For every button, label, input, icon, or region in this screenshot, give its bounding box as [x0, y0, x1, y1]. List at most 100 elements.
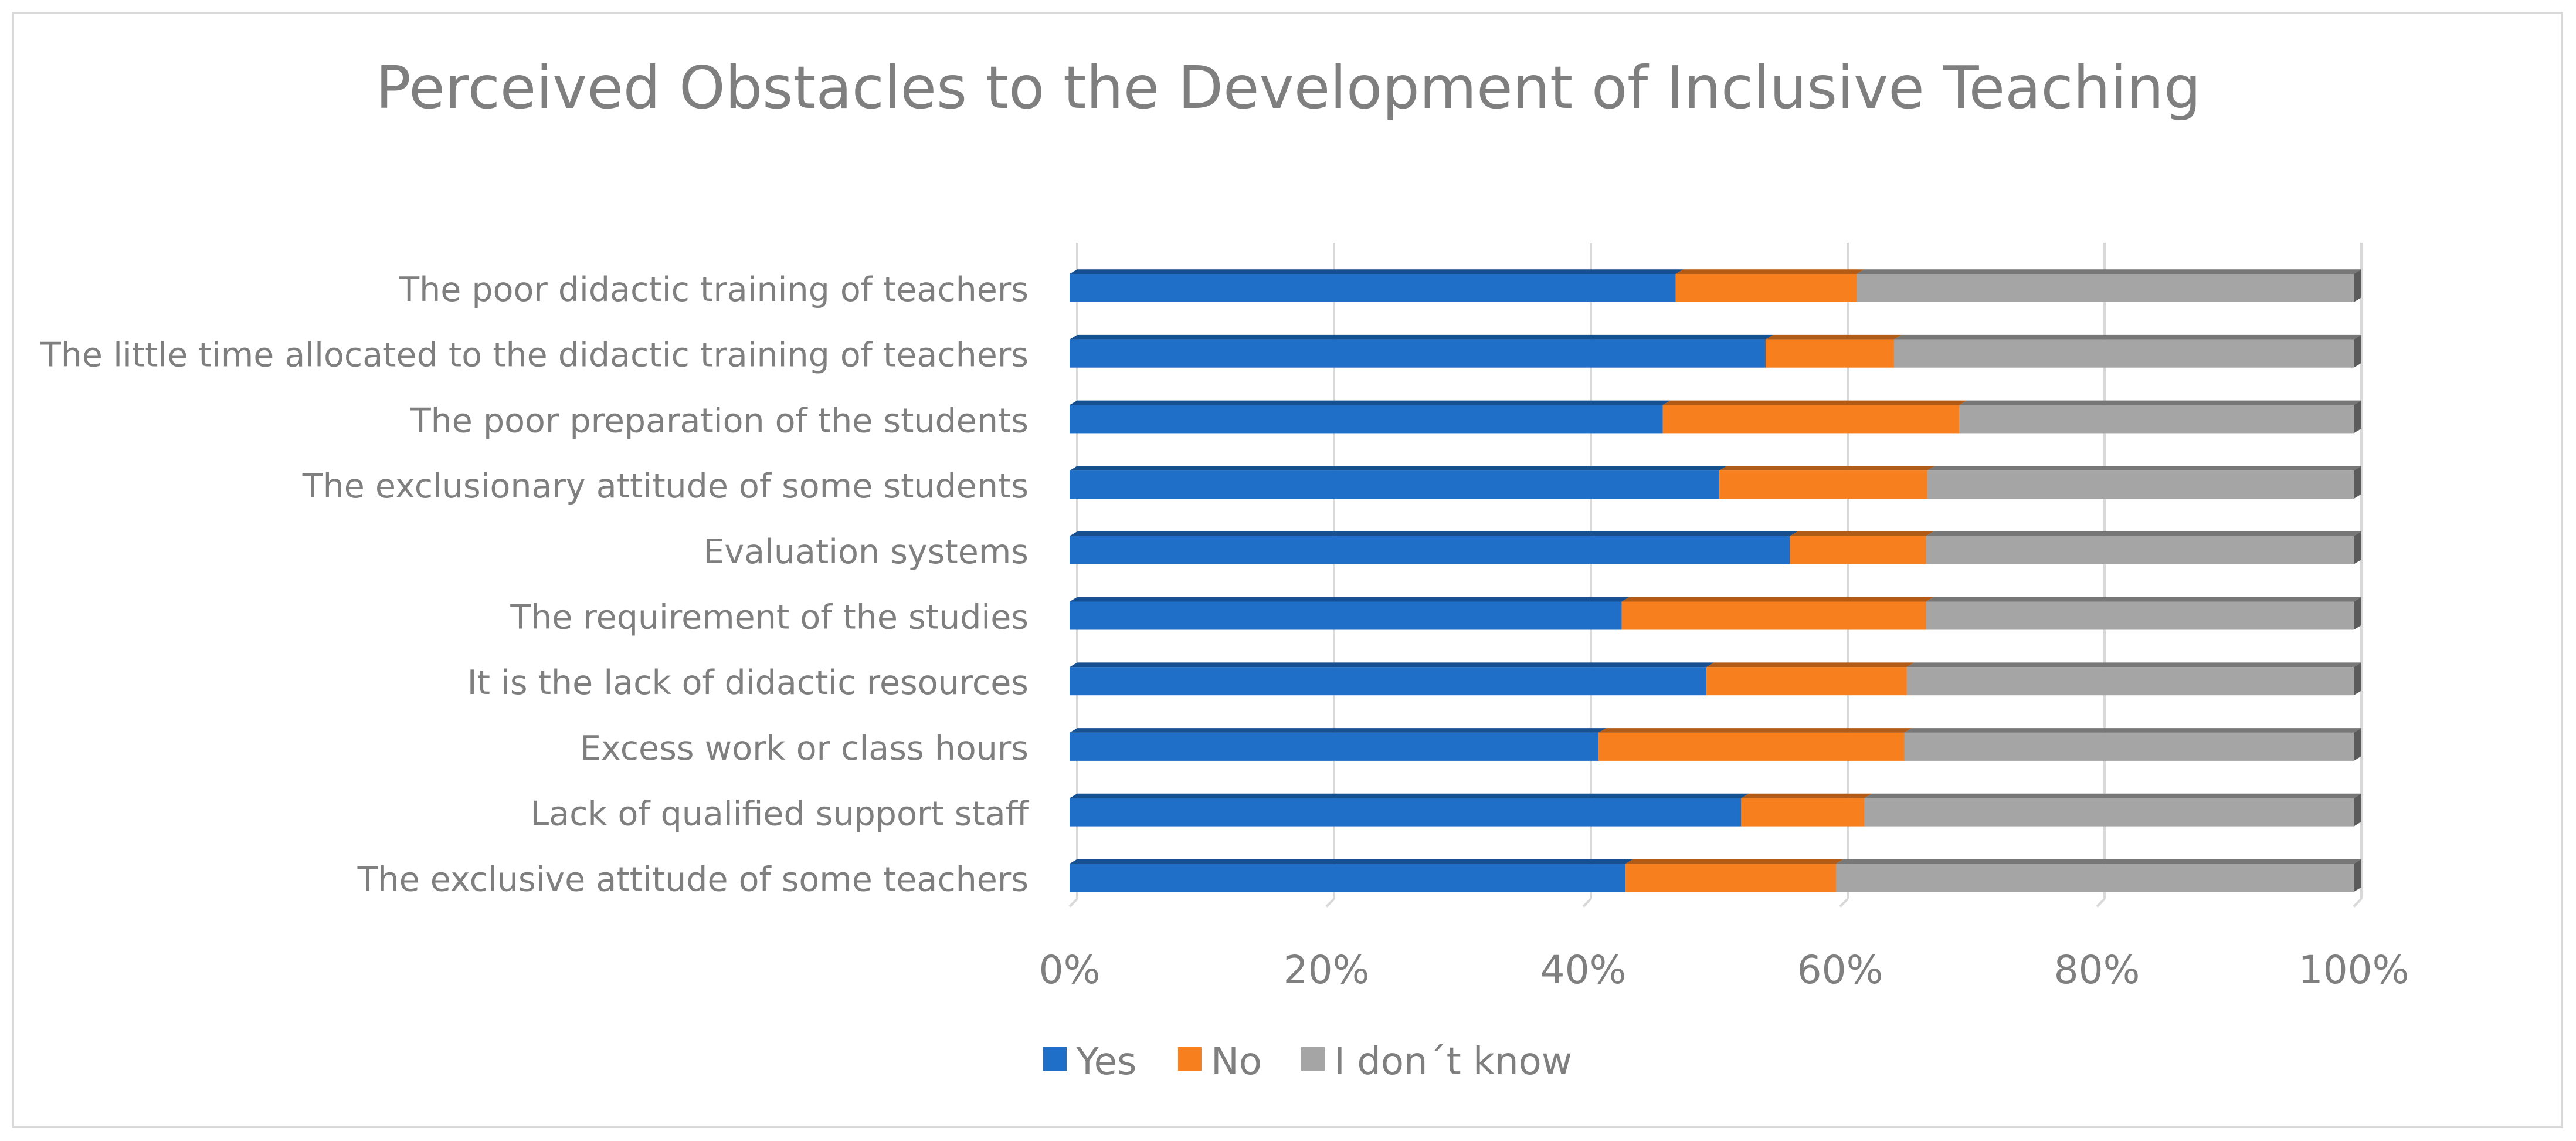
gridline-floor: [1582, 898, 1592, 908]
bar-end-side: [2354, 466, 2361, 499]
x-tick-label: 60%: [1797, 947, 1883, 993]
bar-top-yes: [1070, 466, 1727, 471]
bar-i-don-t-know: [1926, 536, 2354, 564]
bar-top-no: [1625, 859, 1844, 864]
bar-top-i-don-t-know: [1959, 400, 2361, 405]
bar-end-side: [2354, 400, 2361, 434]
gridline-floor: [1839, 898, 1849, 908]
bar-top-i-don-t-know: [1906, 662, 2361, 668]
gridline-floor: [1068, 898, 1078, 908]
bar-no: [1719, 470, 1927, 499]
bar-no: [1625, 864, 1837, 892]
category-label: Evaluation systems: [703, 533, 1029, 571]
bar-yes: [1070, 667, 1707, 696]
bar-top-yes: [1070, 728, 1607, 733]
gridline-floor: [2096, 898, 2106, 908]
bar-top-yes: [1070, 400, 1671, 405]
bar-top-i-don-t-know: [1857, 269, 2361, 274]
bar-top-i-don-t-know: [1926, 531, 2361, 536]
legend: Yes No I don´t know: [1043, 1040, 1572, 1084]
bar-top-i-don-t-know: [1893, 334, 2361, 340]
legend-swatch: [1301, 1047, 1325, 1071]
bar-i-don-t-know: [1904, 732, 2354, 761]
bar-top-yes: [1070, 793, 1749, 798]
bar-no: [1598, 732, 1905, 761]
legend-swatch: [1178, 1047, 1202, 1071]
bar-top-i-don-t-know: [1904, 728, 2361, 733]
bar-yes: [1070, 536, 1790, 564]
category-label: Excess work or class hours: [580, 729, 1029, 768]
legend-label: Yes: [1075, 1040, 1136, 1084]
x-tick-label: 80%: [2054, 947, 2140, 993]
bar-end-side: [2354, 793, 2361, 827]
x-tick-label: 0%: [1039, 947, 1101, 993]
chart-frame: Perceived Obstacles to the Development o…: [12, 12, 2563, 1128]
bar-i-don-t-know: [1857, 274, 2354, 302]
bar-yes: [1070, 864, 1626, 892]
bar-no: [1662, 405, 1960, 434]
bar-yes: [1070, 798, 1742, 827]
bar-yes: [1070, 601, 1622, 630]
x-tick-label: 40%: [1540, 947, 1627, 993]
gridline-floor: [2353, 898, 2363, 908]
gridline-floor: [1325, 898, 1335, 908]
category-labels: The poor didactic training of teachers Th…: [40, 270, 1030, 899]
bar-end-side: [2354, 269, 2361, 302]
bar-top-yes: [1070, 662, 1715, 668]
bar-top-yes: [1070, 597, 1630, 602]
bar-no: [1790, 536, 1926, 564]
bar-top-i-don-t-know: [1836, 859, 2361, 864]
bar-i-don-t-know: [1864, 798, 2354, 827]
bar-yes: [1070, 470, 1720, 499]
bar-top-no: [1706, 662, 1915, 668]
bar-top-i-don-t-know: [1927, 466, 2361, 471]
bar-no: [1706, 667, 1907, 696]
bar-end-side: [2354, 728, 2361, 761]
bar-i-don-t-know: [1927, 470, 2354, 499]
bar-top-yes: [1070, 859, 1634, 864]
bar-end-side: [2354, 859, 2361, 892]
bar-top-i-don-t-know: [1864, 793, 2361, 798]
bar-i-don-t-know: [1906, 667, 2354, 696]
bar-yes: [1070, 732, 1599, 761]
bar-top-no: [1765, 334, 1902, 340]
bar-i-don-t-know: [1893, 339, 2354, 368]
bar-no: [1621, 601, 1926, 630]
bar-end-side: [2354, 531, 2361, 564]
chart-canvas: Perceived Obstacles to the Development o…: [40, 53, 2409, 1084]
legend-label: I don´t know: [1334, 1040, 1572, 1084]
bar-no: [1741, 798, 1865, 827]
bar-top-no: [1790, 531, 1934, 536]
category-label: The poor preparation of the students: [410, 401, 1029, 440]
category-label: Lack of qualified support staff: [530, 795, 1029, 834]
bar-i-don-t-know: [1836, 864, 2354, 892]
bar-top-no: [1719, 466, 1935, 471]
bar-yes: [1070, 274, 1676, 302]
bar-end-side: [2354, 334, 2361, 368]
bar-top-yes: [1070, 334, 1773, 340]
chart-title: Perceived Obstacles to the Development o…: [376, 53, 2201, 122]
bar-i-don-t-know: [1959, 405, 2354, 434]
category-label: The little time allocated to the didacti…: [40, 336, 1029, 375]
bar-end-side: [2354, 597, 2361, 630]
bar-yes: [1070, 339, 1766, 368]
bars: [1070, 269, 2361, 892]
x-axis: 0% 20% 40% 60% 80% 100%: [1039, 947, 2409, 993]
bar-top-no: [1662, 400, 1967, 405]
category-label: The requirement of the studies: [510, 598, 1029, 637]
legend-swatch: [1043, 1047, 1067, 1071]
bar-i-don-t-know: [1926, 601, 2354, 630]
x-tick-label: 100%: [2299, 947, 2409, 993]
bar-no: [1675, 274, 1857, 302]
bar-top-no: [1598, 728, 1912, 733]
category-label: The exclusive attitude of some teachers: [357, 860, 1029, 899]
bar-yes: [1070, 405, 1663, 434]
bar-top-no: [1741, 793, 1872, 798]
bar-no: [1765, 339, 1894, 368]
legend-label: No: [1211, 1040, 1262, 1084]
bar-top-yes: [1070, 531, 1798, 536]
category-label: The poor didactic training of teachers: [398, 270, 1029, 309]
bar-top-no: [1621, 597, 1934, 602]
bar-top-no: [1675, 269, 1865, 274]
category-label: The exclusionary attitude of some studen…: [302, 467, 1029, 506]
